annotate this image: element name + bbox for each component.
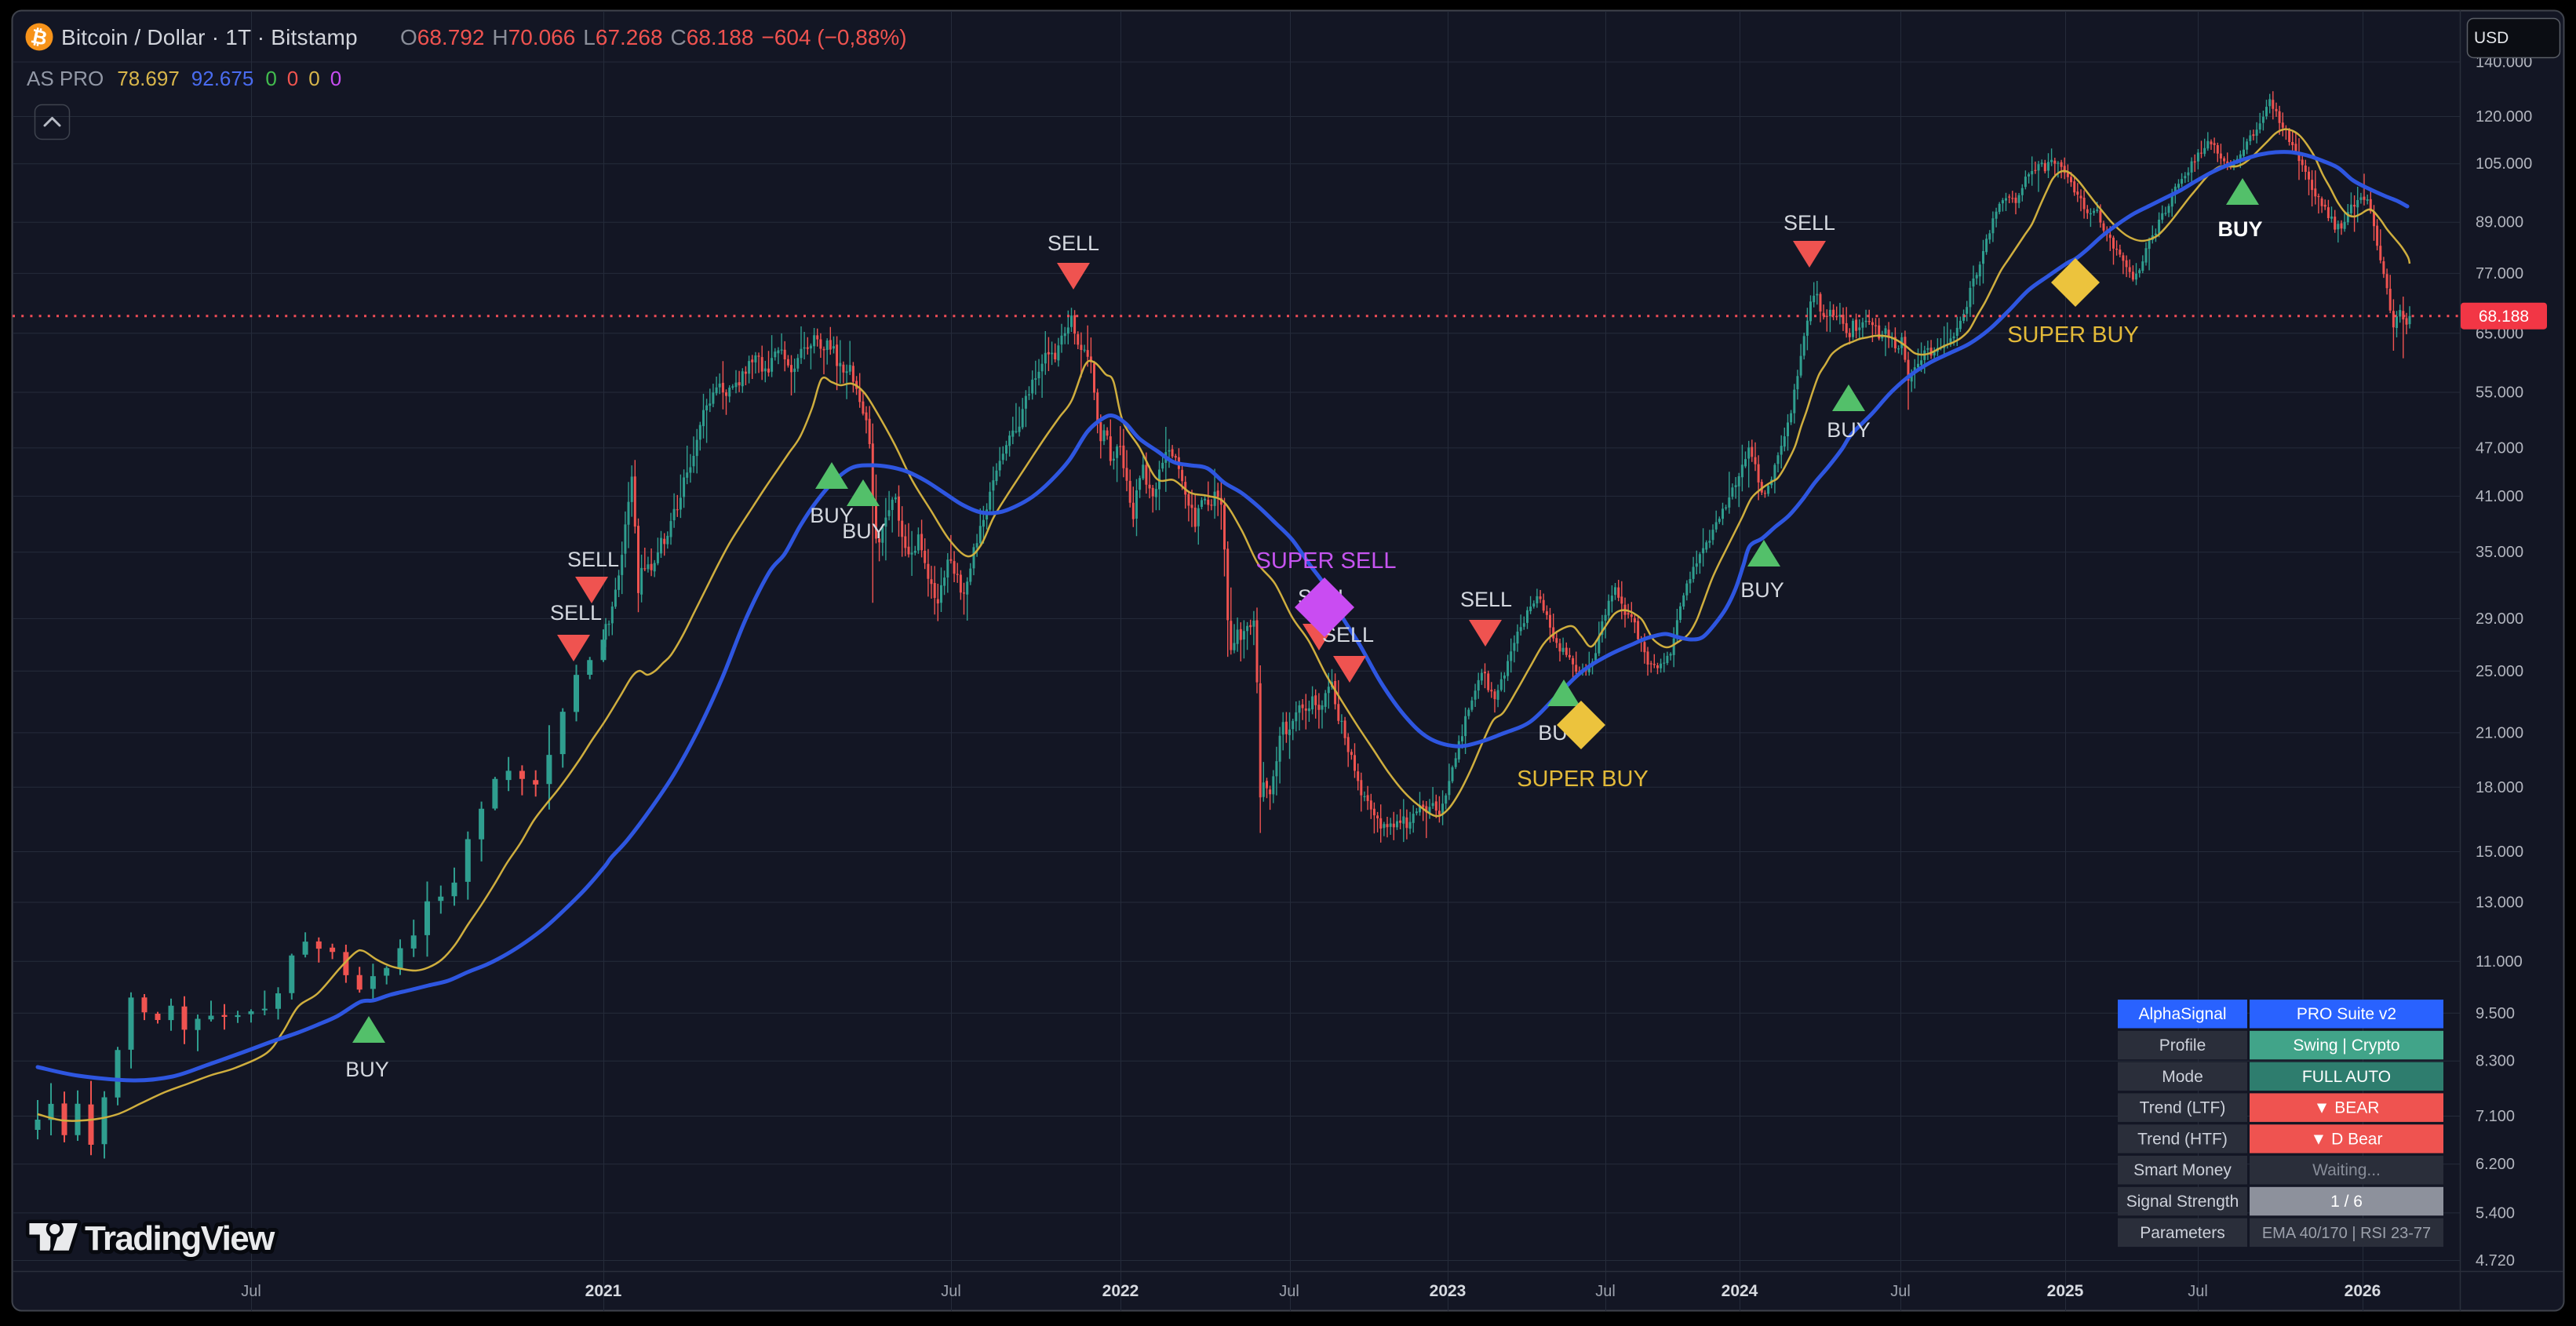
svg-text:AlphaSignal: AlphaSignal <box>2138 1005 2226 1023</box>
svg-text:Jul: Jul <box>941 1283 961 1300</box>
svg-text:BUY: BUY <box>810 504 854 527</box>
svg-text:Jul: Jul <box>1279 1283 1299 1300</box>
svg-text:SUPER SELL: SUPER SELL <box>1256 548 1397 574</box>
svg-text:21.000: 21.000 <box>2476 724 2523 741</box>
svg-text:8.300: 8.300 <box>2476 1053 2515 1070</box>
svg-text:TradingView: TradingView <box>85 1219 275 1258</box>
svg-text:BUY: BUY <box>1740 578 1784 602</box>
svg-text:4.720: 4.720 <box>2476 1252 2515 1270</box>
svg-text:Jul: Jul <box>1890 1283 1911 1300</box>
svg-text:SELL: SELL <box>550 601 602 625</box>
svg-text:SELL: SELL <box>1460 588 1512 611</box>
svg-text:35.000: 35.000 <box>2476 544 2523 561</box>
svg-text:2025: 2025 <box>2047 1282 2084 1300</box>
svg-text:Swing | Crypto: Swing | Crypto <box>2293 1036 2399 1055</box>
svg-text:15.000: 15.000 <box>2476 843 2523 861</box>
svg-text:2021: 2021 <box>585 1282 622 1300</box>
svg-text:Parameters: Parameters <box>2140 1224 2225 1242</box>
svg-text:Trend (LTF): Trend (LTF) <box>2140 1099 2226 1117</box>
svg-text:FULL AUTO: FULL AUTO <box>2302 1068 2391 1086</box>
svg-text:29.000: 29.000 <box>2476 610 2523 628</box>
svg-text:EMA 40/170 | RSI 23-77: EMA 40/170 | RSI 23-77 <box>2262 1225 2431 1242</box>
svg-text:7.100: 7.100 <box>2476 1108 2515 1125</box>
svg-text:Mode: Mode <box>2162 1068 2203 1086</box>
svg-text:Jul: Jul <box>2188 1283 2208 1300</box>
svg-text:6.200: 6.200 <box>2476 1156 2515 1173</box>
svg-text:13.000: 13.000 <box>2476 894 2523 912</box>
svg-text:PRO Suite v2: PRO Suite v2 <box>2297 1005 2396 1023</box>
svg-text:BUY: BUY <box>345 1058 389 1081</box>
svg-text:BUY: BUY <box>842 519 886 543</box>
svg-text:77.000: 77.000 <box>2476 265 2523 282</box>
svg-text:Jul: Jul <box>1595 1283 1616 1300</box>
svg-text:2022: 2022 <box>1102 1282 1139 1300</box>
svg-text:Jul: Jul <box>241 1283 261 1300</box>
svg-text:BUY: BUY <box>1827 418 1871 442</box>
svg-text:11.000: 11.000 <box>2476 953 2523 971</box>
svg-text:Smart Money: Smart Money <box>2133 1161 2232 1179</box>
svg-text:105.000: 105.000 <box>2476 155 2532 173</box>
svg-text:68.188: 68.188 <box>2479 308 2529 326</box>
svg-text:Signal Strength: Signal Strength <box>2126 1193 2239 1211</box>
svg-text:Bitcoin / Dollar · 1T · Bitsta: Bitcoin / Dollar · 1T · Bitstamp <box>61 25 358 49</box>
svg-text:SELL: SELL <box>1784 211 1835 235</box>
svg-text:89.000: 89.000 <box>2476 214 2523 231</box>
svg-text:SUPER BUY: SUPER BUY <box>2007 322 2139 348</box>
svg-text:2023: 2023 <box>1430 1282 1467 1300</box>
svg-text:Trend (HTF): Trend (HTF) <box>2137 1131 2228 1149</box>
svg-text:1 / 6: 1 / 6 <box>2330 1193 2363 1211</box>
svg-text:SELL: SELL <box>1048 231 1099 255</box>
svg-text:Waiting...: Waiting... <box>2312 1161 2381 1179</box>
svg-text:9.500: 9.500 <box>2476 1005 2515 1022</box>
svg-text:18.000: 18.000 <box>2476 779 2523 796</box>
svg-text:SUPER BUY: SUPER BUY <box>1517 767 1649 792</box>
svg-text:Profile: Profile <box>2159 1036 2206 1055</box>
svg-text:120.000: 120.000 <box>2476 108 2532 126</box>
svg-text:BUY: BUY <box>2217 217 2262 241</box>
svg-text:▼ D Bear: ▼ D Bear <box>2311 1131 2383 1149</box>
svg-text:SELL: SELL <box>567 548 619 571</box>
svg-text:41.000: 41.000 <box>2476 488 2523 505</box>
svg-text:USD: USD <box>2474 29 2509 47</box>
svg-text:47.000: 47.000 <box>2476 439 2523 457</box>
svg-text:55.000: 55.000 <box>2476 384 2523 402</box>
svg-text:2026: 2026 <box>2345 1282 2381 1300</box>
svg-text:▼ BEAR: ▼ BEAR <box>2314 1099 2380 1117</box>
svg-text:2024: 2024 <box>1722 1282 1758 1300</box>
svg-text:25.000: 25.000 <box>2476 663 2523 680</box>
svg-text:65.000: 65.000 <box>2476 325 2523 342</box>
svg-text:5.400: 5.400 <box>2476 1204 2515 1222</box>
